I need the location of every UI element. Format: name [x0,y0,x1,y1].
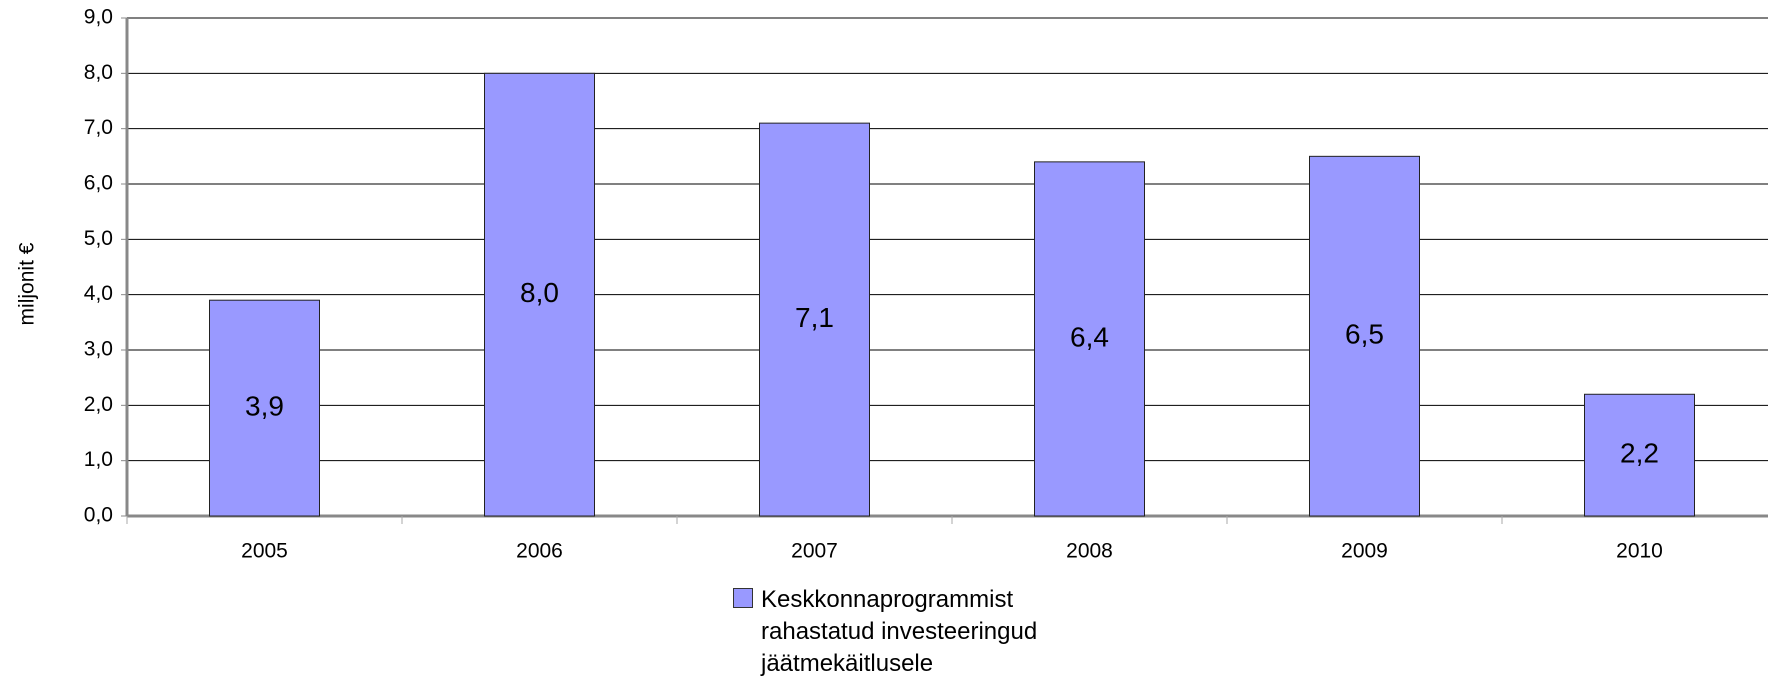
bar [484,72,595,517]
bar [1034,161,1145,517]
x-tick-label: 2010 [1616,540,1663,563]
legend-label: Keskkonnaprogrammist rahastatud investee… [761,586,1038,677]
data-label: 6,5 [1345,319,1384,350]
bar [1584,393,1695,517]
x-tick-label: 2007 [791,540,838,563]
x-tick-label: 2009 [1341,540,1388,563]
bar [209,299,320,517]
data-label: 6,4 [1070,321,1109,352]
y-tick-label: 4,0 [84,282,113,305]
y-tick-label: 9,0 [84,6,113,29]
y-tick-label: 6,0 [84,172,113,195]
y-axis-label: miljonit € [16,242,39,325]
y-tick-label: 0,0 [84,504,113,527]
bar [1309,155,1420,517]
y-tick-label: 8,0 [84,61,113,84]
legend: Keskkonnaprogrammist rahastatud investee… [733,584,1081,678]
y-tick-label: 2,0 [84,393,113,416]
y-tick-label: 7,0 [84,116,113,139]
y-tick-label: 5,0 [84,227,113,250]
y-tick-label: 1,0 [84,448,113,471]
data-label: 2,2 [1620,438,1659,469]
data-label: 7,1 [795,302,834,333]
legend-swatch [733,588,753,608]
data-label: 8,0 [520,277,559,308]
x-tick-label: 2008 [1066,540,1113,563]
x-tick-label: 2006 [516,540,563,563]
data-label: 3,9 [245,390,284,421]
bar [759,122,870,517]
x-tick-label: 2005 [241,540,288,563]
y-tick-label: 3,0 [84,338,113,361]
